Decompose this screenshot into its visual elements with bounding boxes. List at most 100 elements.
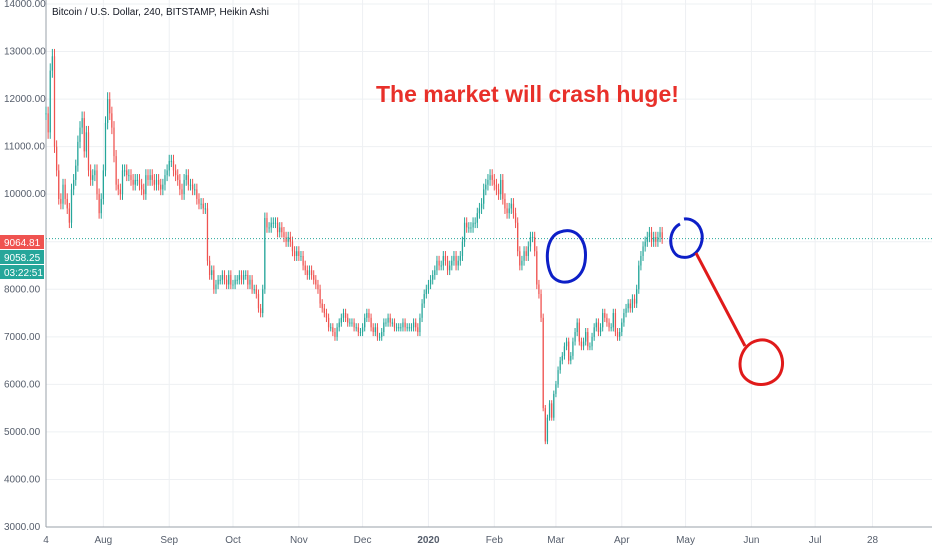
- candle-body: [553, 393, 555, 418]
- candle: [529, 231, 532, 252]
- candle: [249, 275, 251, 290]
- candle-body: [570, 355, 572, 361]
- candle-body: [385, 322, 387, 324]
- candle-body: [304, 265, 306, 271]
- candle-body: [332, 327, 334, 333]
- candle: [442, 251, 444, 271]
- candle: [502, 174, 504, 205]
- candle-body: [327, 317, 330, 328]
- candle-body: [313, 275, 315, 280]
- candle-body: [619, 332, 621, 337]
- candle-body: [642, 246, 644, 256]
- candle-body: [357, 327, 359, 333]
- candle-body: [514, 213, 517, 223]
- candle-body: [646, 236, 648, 242]
- candle-body: [136, 179, 138, 181]
- candle-body: [561, 355, 563, 361]
- candle-body: [147, 175, 149, 180]
- candle: [627, 299, 629, 313]
- candle-body: [153, 179, 155, 185]
- candle: [493, 174, 495, 191]
- candle-body: [580, 341, 583, 347]
- candle: [455, 251, 457, 271]
- candle: [332, 323, 334, 337]
- candle-body: [504, 198, 506, 209]
- candle-body: [534, 236, 536, 252]
- candle-body: [198, 198, 200, 204]
- candle-body: [196, 189, 198, 199]
- candle-body: [627, 303, 629, 309]
- candle: [446, 255, 449, 276]
- candle: [616, 328, 619, 341]
- candle-body: [387, 317, 389, 323]
- bid-price-tag: [0, 250, 44, 264]
- last-price-tag: [0, 235, 44, 249]
- candle-body: [342, 313, 345, 318]
- candle: [538, 279, 540, 299]
- candle: [593, 323, 595, 341]
- x-tick-label: Aug: [94, 535, 112, 546]
- candle: [544, 404, 546, 445]
- candle: [287, 231, 289, 247]
- candle-body: [66, 198, 68, 209]
- candle-body: [568, 341, 570, 361]
- candle-body: [121, 170, 124, 195]
- candle: [308, 265, 311, 280]
- candle: [196, 183, 198, 205]
- candle: [485, 178, 487, 196]
- candle-body: [109, 99, 111, 114]
- candle-body: [536, 251, 538, 285]
- candle-body: [444, 255, 447, 261]
- candle-body: [440, 265, 442, 267]
- candle-body: [191, 184, 194, 190]
- candle-body: [376, 327, 379, 337]
- candle-body: [544, 408, 546, 442]
- candle-body: [406, 327, 408, 329]
- candle-body: [234, 279, 236, 285]
- candle: [436, 255, 438, 276]
- candle-body: [281, 227, 283, 233]
- candle: [45, 106, 47, 121]
- candle-body: [563, 346, 566, 356]
- candle: [200, 198, 202, 210]
- candle-body: [400, 327, 402, 329]
- candle-body: [576, 322, 578, 333]
- candle-body: [183, 179, 185, 195]
- candle-body: [208, 260, 211, 276]
- candle-body: [126, 170, 128, 176]
- candle-body: [500, 179, 502, 195]
- candle: [283, 226, 285, 243]
- candle-body: [578, 322, 580, 342]
- candle-body: [508, 208, 510, 214]
- candle-body: [202, 203, 204, 209]
- candle: [444, 251, 447, 266]
- candle: [402, 318, 404, 332]
- candle: [438, 255, 440, 271]
- candle-body: [87, 132, 90, 171]
- candle: [162, 178, 164, 196]
- candle: [119, 183, 122, 200]
- candle: [104, 116, 107, 177]
- candle: [266, 212, 268, 233]
- candle-body: [614, 313, 617, 333]
- candle: [614, 308, 617, 337]
- x-tick-label: Sep: [160, 535, 178, 546]
- candle: [202, 198, 204, 214]
- candle-body: [276, 222, 279, 233]
- candle: [189, 178, 192, 191]
- candle: [255, 284, 257, 299]
- candle: [272, 217, 274, 229]
- candle: [572, 337, 574, 360]
- x-tick-label: May: [676, 535, 695, 546]
- candle: [164, 169, 166, 191]
- candle: [342, 308, 345, 323]
- candle-body: [349, 322, 351, 324]
- candle-body: [657, 236, 659, 242]
- candle: [55, 140, 58, 177]
- candle-body: [55, 146, 58, 171]
- candle: [208, 255, 211, 280]
- y-tick-label: 7000.00: [4, 332, 41, 343]
- candle: [621, 318, 623, 337]
- candle-body: [621, 322, 623, 333]
